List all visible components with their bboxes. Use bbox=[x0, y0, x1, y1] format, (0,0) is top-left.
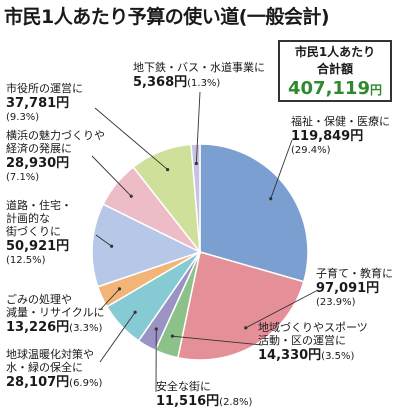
label-pct-garbage: (3.3%) bbox=[69, 322, 103, 334]
total-label-line2: 合計額 bbox=[316, 62, 353, 77]
total-amount: 407,119円 bbox=[280, 78, 390, 100]
label-text-community: 活動・区の運営に bbox=[258, 333, 346, 347]
leader-line-subway bbox=[195, 91, 201, 164]
label-pct-community: (3.5%) bbox=[321, 350, 355, 362]
leader-line-environment bbox=[99, 312, 136, 363]
label-subway: 地下鉄・バス・水道事業に 5,368円(1.3%) bbox=[133, 61, 265, 90]
label-garbage: ごみの処理や 減量・リサイクルに 13,226円(3.3%) bbox=[6, 293, 105, 335]
label-pct-safety: (2.8%) bbox=[219, 396, 253, 408]
label-text-safety: 安全な街に bbox=[156, 380, 211, 393]
leader-dot-culture bbox=[129, 194, 133, 198]
label-value-culture: 28,930円 bbox=[6, 155, 70, 171]
leader-line-community bbox=[172, 335, 263, 346]
leader-line-childcare bbox=[245, 289, 319, 329]
label-text-roads: 街づくりに bbox=[6, 224, 61, 238]
label-value-environment: 28,107円 bbox=[6, 374, 70, 390]
label-text-garbage: ごみの処理や bbox=[6, 293, 72, 306]
pie-slice-subway bbox=[190, 143, 201, 253]
label-text-garbage: 減量・リサイクルに bbox=[6, 305, 105, 319]
label-pct-subway: (1.3%) bbox=[187, 77, 221, 89]
leader-line-office bbox=[94, 107, 168, 170]
label-text-childcare: 子育て・教育に bbox=[316, 267, 393, 280]
leader-dot-childcare bbox=[244, 326, 248, 330]
label-text-welfare: 福祉・保健・医療に bbox=[291, 115, 390, 128]
label-community: 地域づくりやスポーツ 活動・区の運営に 14,330円(3.5%) bbox=[258, 321, 368, 363]
total-summary-box: 市民1人あたり 合計額 407,119円 bbox=[278, 40, 392, 102]
label-pct-roads: (12.5%) bbox=[6, 255, 46, 267]
total-label-line1: 市民1人あたり bbox=[294, 45, 376, 59]
label-pct-culture: (7.1%) bbox=[6, 172, 40, 184]
label-value-community: 14,330円 bbox=[258, 347, 322, 363]
label-welfare: 福祉・保健・医療に 119,849円 (29.4%) bbox=[291, 115, 390, 157]
pie-slice-roads bbox=[91, 203, 202, 288]
label-text-culture: 横浜の魅力づくりや bbox=[6, 129, 105, 142]
total-value: 407,119 bbox=[288, 77, 370, 99]
label-value-childcare: 97,091円 bbox=[316, 280, 380, 296]
label-value-subway: 5,368円 bbox=[133, 74, 188, 90]
label-pct-office: (9.3%) bbox=[6, 112, 40, 124]
label-roads: 道路・住宅・ 計画的な 街づくりに 50,921円 (12.5%) bbox=[6, 199, 72, 267]
label-pct-environment: (6.9%) bbox=[69, 377, 103, 389]
label-text-roads: 計画的な bbox=[6, 211, 50, 225]
label-text-roads: 道路・住宅・ bbox=[6, 199, 72, 212]
label-text-community: 地域づくりやスポーツ bbox=[258, 321, 368, 334]
label-safety: 安全な街に 11,516円(2.8%) bbox=[156, 380, 253, 409]
leader-dot-environment bbox=[133, 310, 137, 314]
leader-line-culture bbox=[91, 155, 132, 197]
leader-dot-community bbox=[170, 334, 174, 338]
chart-title: 市民1人あたり予算の使い道(一般会計) bbox=[4, 6, 330, 28]
leader-dot-welfare bbox=[269, 197, 273, 201]
leader-dot-roads bbox=[110, 244, 114, 248]
label-pct-childcare: (23.9%) bbox=[316, 297, 356, 309]
label-text-culture: 経済の発展に bbox=[6, 141, 72, 155]
total-unit: 円 bbox=[369, 82, 382, 97]
leader-dot-safety bbox=[154, 327, 158, 331]
label-environment: 地球温暖化対策や 水・緑の保全に 28,107円(6.9%) bbox=[6, 348, 103, 390]
label-text-environment: 水・緑の保全に bbox=[6, 360, 83, 374]
label-text-subway: 地下鉄・バス・水道事業に bbox=[133, 61, 265, 74]
leader-dot-subway bbox=[194, 161, 198, 166]
label-text-environment: 地球温暖化対策や bbox=[6, 348, 94, 361]
leader-line-roads bbox=[95, 234, 112, 247]
label-value-roads: 50,921円 bbox=[6, 238, 70, 254]
label-value-office: 37,781円 bbox=[6, 95, 70, 111]
leader-dot-office bbox=[166, 167, 170, 172]
label-text-office: 市役所の運営に bbox=[6, 82, 83, 95]
leader-line-garbage bbox=[99, 288, 120, 311]
leader-dot-garbage bbox=[117, 287, 122, 291]
leader-line-welfare bbox=[270, 139, 293, 199]
label-office: 市役所の運営に 37,781円 (9.3%) bbox=[6, 82, 83, 124]
pie-slice-welfare bbox=[199, 143, 309, 283]
label-pct-welfare: (29.4%) bbox=[291, 145, 331, 157]
label-childcare: 子育て・教育に 97,091円 (23.9%) bbox=[316, 267, 393, 309]
label-culture: 横浜の魅力づくりや 経済の発展に 28,930円 (7.1%) bbox=[6, 129, 105, 184]
label-value-safety: 11,516円 bbox=[156, 393, 220, 409]
label-value-garbage: 13,226円 bbox=[6, 319, 70, 335]
label-value-welfare: 119,849円 bbox=[291, 128, 364, 144]
